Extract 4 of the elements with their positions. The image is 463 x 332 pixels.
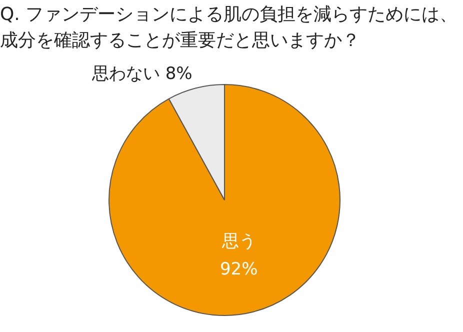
slice-label: 思わない 8% [90,64,192,84]
chart-title: Q. ファンデーションによる肌の負担を減らすためには、成分を確認することが重要だと思いますか？ [0,3,459,54]
slice-label: 思う [220,232,256,252]
data-label: 92% [220,260,258,280]
